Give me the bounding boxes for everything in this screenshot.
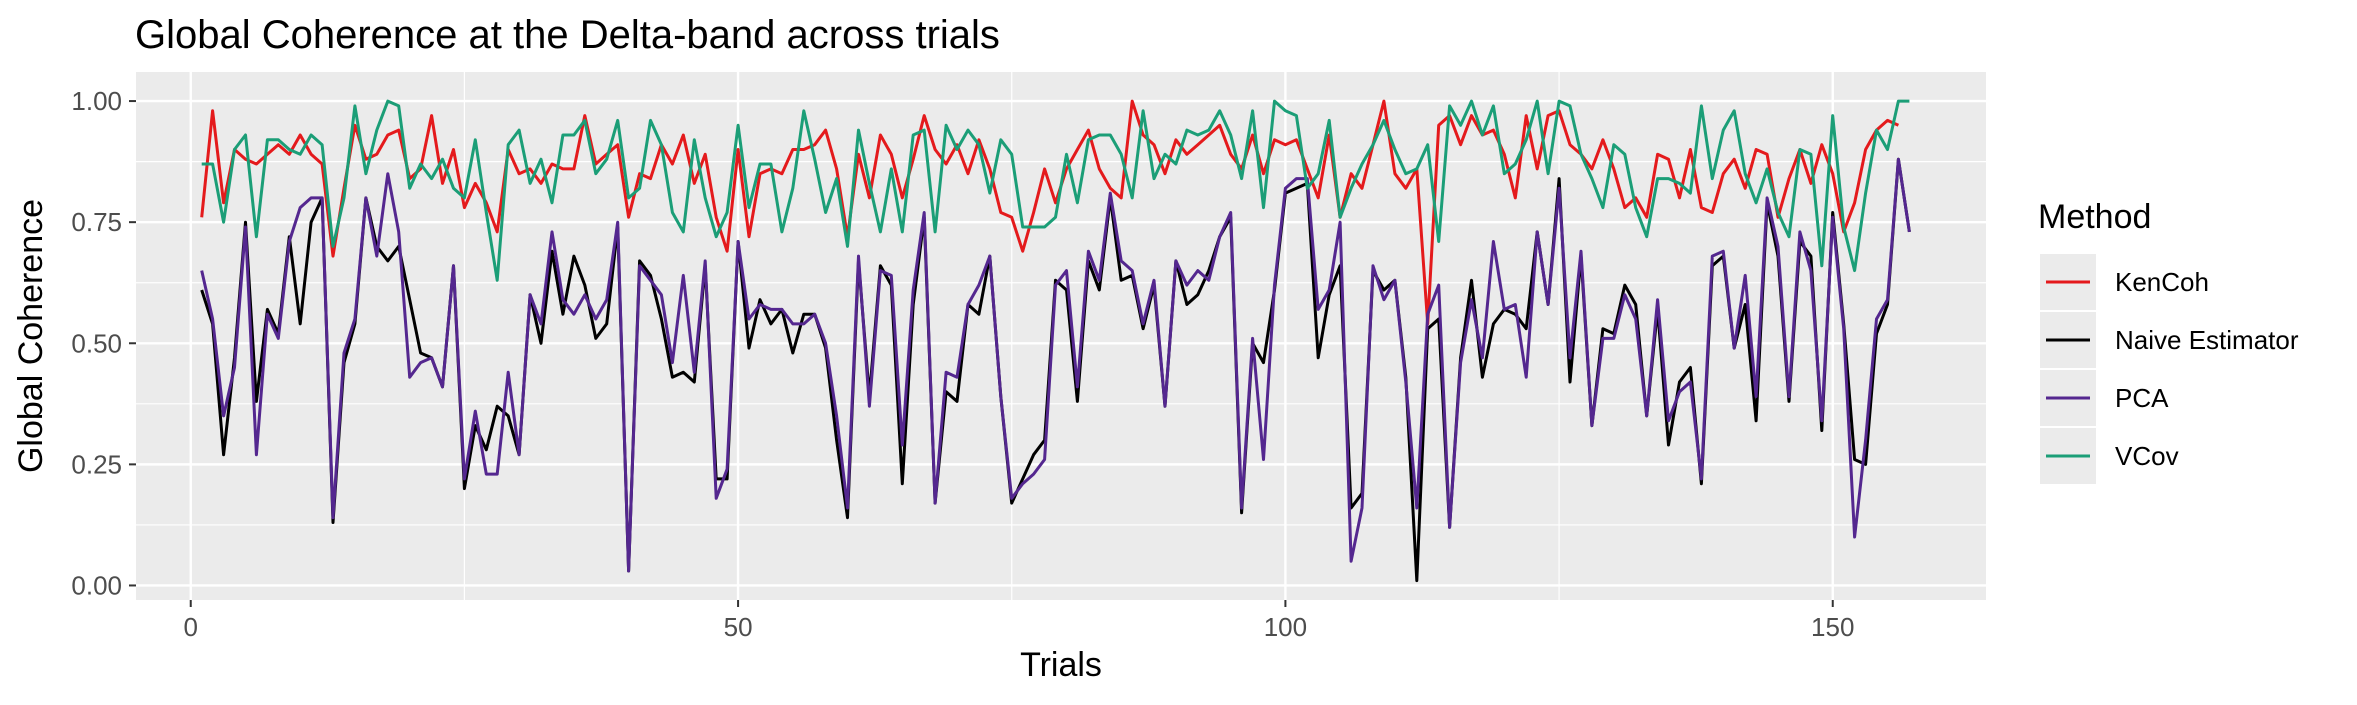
y-tick-label: 0.00 (71, 570, 122, 600)
x-axis: 0 50 100 150 (183, 600, 1854, 642)
chart-title: Global Coherence at the Delta-band acros… (135, 13, 1000, 57)
legend-label-kencoh: KenCoh (2115, 267, 2209, 297)
series-line-vcov (201, 99, 1910, 282)
y-axis: 0.00 0.25 0.50 0.75 1.00 (71, 86, 136, 600)
x-axis-title: Trials (1020, 646, 1102, 684)
legend-label-vcov: VCov (2115, 441, 2179, 471)
legend: Method KenCoh Naive Estimator PCA VCov (2038, 198, 2299, 484)
x-tick-label: 150 (1811, 612, 1854, 642)
y-axis-title: Global Coherence (12, 199, 50, 473)
series-lines (200, 99, 1911, 583)
legend-label-naive-estimator: Naive Estimator (2115, 325, 2299, 355)
x-tick-label: 100 (1264, 612, 1307, 642)
y-tick-label: 0.75 (71, 207, 122, 237)
y-tick-label: 1.00 (71, 86, 122, 116)
series-line-naive-estimator (200, 157, 1911, 583)
series-line-pca (200, 157, 1911, 573)
y-tick-label: 0.50 (71, 328, 122, 358)
y-tick-label: 0.25 (71, 449, 122, 479)
legend-title: Method (2038, 198, 2151, 236)
legend-label-pca: PCA (2115, 383, 2169, 413)
x-tick-label: 0 (183, 612, 197, 642)
x-tick-label: 50 (724, 612, 753, 642)
